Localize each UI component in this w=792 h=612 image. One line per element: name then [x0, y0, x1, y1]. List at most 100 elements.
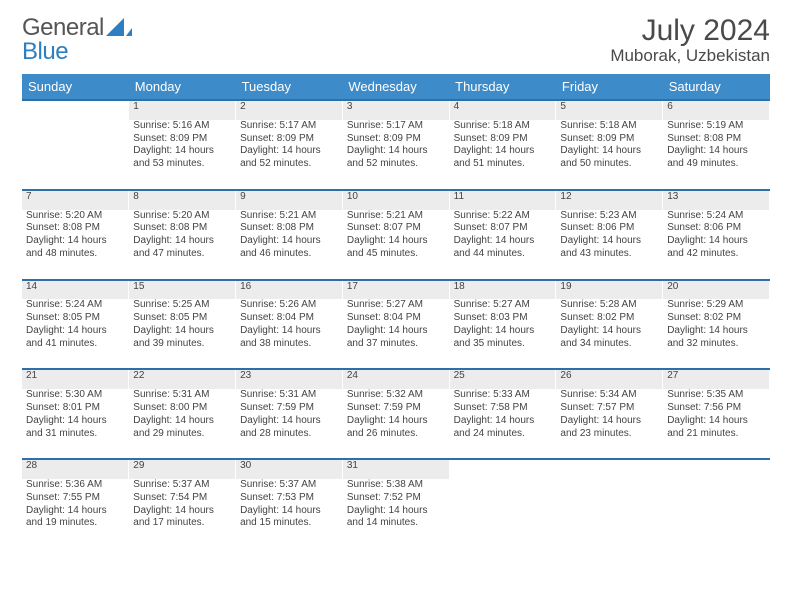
- daylight-line1: Daylight: 14 hours: [454, 415, 552, 428]
- day-number: 11: [449, 190, 556, 210]
- daylight-line2: and 45 minutes.: [347, 248, 445, 261]
- empty-cell: [22, 100, 129, 120]
- sunset: Sunset: 8:02 PM: [667, 312, 765, 325]
- daylight-line2: and 31 minutes.: [26, 428, 124, 441]
- day-details: Sunrise: 5:23 AMSunset: 8:06 PMDaylight:…: [556, 210, 663, 280]
- daylight-line1: Daylight: 14 hours: [560, 145, 658, 158]
- sunset: Sunset: 7:55 PM: [26, 492, 124, 505]
- day-details: Sunrise: 5:16 AMSunset: 8:09 PMDaylight:…: [129, 120, 236, 190]
- sunset: Sunset: 8:02 PM: [560, 312, 658, 325]
- sunset: Sunset: 8:09 PM: [347, 133, 445, 146]
- daylight-line1: Daylight: 14 hours: [347, 505, 445, 518]
- weekday-wednesday: Wednesday: [342, 74, 449, 100]
- day-number: 4: [449, 100, 556, 120]
- daylight-line2: and 51 minutes.: [454, 158, 552, 171]
- daylight-line2: and 41 minutes.: [26, 338, 124, 351]
- day-number: 19: [556, 280, 663, 300]
- sunset: Sunset: 8:07 PM: [347, 222, 445, 235]
- daylight-line2: and 21 minutes.: [667, 428, 765, 441]
- empty-cell: [556, 459, 663, 479]
- daylight-line1: Daylight: 14 hours: [454, 325, 552, 338]
- daylight-line1: Daylight: 14 hours: [667, 145, 765, 158]
- sunset: Sunset: 8:07 PM: [454, 222, 552, 235]
- day-details: Sunrise: 5:31 AMSunset: 8:00 PMDaylight:…: [129, 389, 236, 459]
- daylight-line1: Daylight: 14 hours: [240, 145, 338, 158]
- day-number: 13: [663, 190, 770, 210]
- day-number: 10: [342, 190, 449, 210]
- daylight-line1: Daylight: 14 hours: [240, 415, 338, 428]
- sunset: Sunset: 7:52 PM: [347, 492, 445, 505]
- day-number: 30: [236, 459, 343, 479]
- day-details: Sunrise: 5:25 AMSunset: 8:05 PMDaylight:…: [129, 299, 236, 369]
- day-number: 20: [663, 280, 770, 300]
- sunrise: Sunrise: 5:30 AM: [26, 389, 124, 402]
- day-details: Sunrise: 5:33 AMSunset: 7:58 PMDaylight:…: [449, 389, 556, 459]
- daylight-line1: Daylight: 14 hours: [240, 235, 338, 248]
- weekday-friday: Friday: [556, 74, 663, 100]
- sunrise: Sunrise: 5:20 AM: [133, 210, 231, 223]
- daylight-line2: and 17 minutes.: [133, 517, 231, 530]
- day-number: 16: [236, 280, 343, 300]
- daylight-line2: and 37 minutes.: [347, 338, 445, 351]
- day-number: 1: [129, 100, 236, 120]
- day-details: Sunrise: 5:37 AMSunset: 7:54 PMDaylight:…: [129, 479, 236, 549]
- daylight-line2: and 29 minutes.: [133, 428, 231, 441]
- day-number: 9: [236, 190, 343, 210]
- empty-cell: [449, 479, 556, 549]
- sunset: Sunset: 7:56 PM: [667, 402, 765, 415]
- sunrise: Sunrise: 5:19 AM: [667, 120, 765, 133]
- sunset: Sunset: 8:05 PM: [133, 312, 231, 325]
- sunrise: Sunrise: 5:20 AM: [26, 210, 124, 223]
- daylight-line2: and 24 minutes.: [454, 428, 552, 441]
- sunrise: Sunrise: 5:28 AM: [560, 299, 658, 312]
- day-details: Sunrise: 5:20 AMSunset: 8:08 PMDaylight:…: [129, 210, 236, 280]
- sail-icon: [106, 18, 132, 38]
- weekday-monday: Monday: [129, 74, 236, 100]
- weekday-thursday: Thursday: [449, 74, 556, 100]
- daylight-line1: Daylight: 14 hours: [347, 145, 445, 158]
- sunset: Sunset: 7:59 PM: [240, 402, 338, 415]
- daylight-line2: and 39 minutes.: [133, 338, 231, 351]
- empty-cell: [22, 120, 129, 190]
- daylight-line1: Daylight: 14 hours: [667, 235, 765, 248]
- sunset: Sunset: 7:59 PM: [347, 402, 445, 415]
- brand-part2: Blue: [22, 38, 68, 66]
- day-number: 29: [129, 459, 236, 479]
- sunrise: Sunrise: 5:34 AM: [560, 389, 658, 402]
- sunset: Sunset: 8:04 PM: [347, 312, 445, 325]
- daylight-line1: Daylight: 14 hours: [133, 235, 231, 248]
- weekday-header: SundayMondayTuesdayWednesdayThursdayFrid…: [22, 74, 770, 100]
- day-details: Sunrise: 5:31 AMSunset: 7:59 PMDaylight:…: [236, 389, 343, 459]
- daylight-line1: Daylight: 14 hours: [454, 145, 552, 158]
- day-details: Sunrise: 5:19 AMSunset: 8:08 PMDaylight:…: [663, 120, 770, 190]
- month-title: July 2024: [610, 14, 770, 48]
- daylight-line2: and 42 minutes.: [667, 248, 765, 261]
- location: Muborak, Uzbekistan: [610, 46, 770, 66]
- day-number: 18: [449, 280, 556, 300]
- day-details: Sunrise: 5:18 AMSunset: 8:09 PMDaylight:…: [449, 120, 556, 190]
- daylight-line2: and 38 minutes.: [240, 338, 338, 351]
- title-block: July 2024 Muborak, Uzbekistan: [610, 14, 770, 66]
- daylight-line2: and 43 minutes.: [560, 248, 658, 261]
- daylight-line2: and 14 minutes.: [347, 517, 445, 530]
- sunrise: Sunrise: 5:17 AM: [347, 120, 445, 133]
- sunrise: Sunrise: 5:35 AM: [667, 389, 765, 402]
- sunrise: Sunrise: 5:23 AM: [560, 210, 658, 223]
- daylight-line2: and 46 minutes.: [240, 248, 338, 261]
- sunrise: Sunrise: 5:21 AM: [240, 210, 338, 223]
- day-number: 21: [22, 369, 129, 389]
- daylight-line1: Daylight: 14 hours: [26, 325, 124, 338]
- sunset: Sunset: 8:09 PM: [454, 133, 552, 146]
- sunset: Sunset: 8:04 PM: [240, 312, 338, 325]
- sunrise: Sunrise: 5:33 AM: [454, 389, 552, 402]
- day-details: Sunrise: 5:32 AMSunset: 7:59 PMDaylight:…: [342, 389, 449, 459]
- day-details: Sunrise: 5:30 AMSunset: 8:01 PMDaylight:…: [22, 389, 129, 459]
- sunset: Sunset: 8:01 PM: [26, 402, 124, 415]
- empty-cell: [663, 479, 770, 549]
- day-details: Sunrise: 5:27 AMSunset: 8:03 PMDaylight:…: [449, 299, 556, 369]
- calendar-table: SundayMondayTuesdayWednesdayThursdayFrid…: [22, 74, 770, 549]
- sunrise: Sunrise: 5:27 AM: [454, 299, 552, 312]
- daylight-line2: and 52 minutes.: [240, 158, 338, 171]
- day-details: Sunrise: 5:21 AMSunset: 8:08 PMDaylight:…: [236, 210, 343, 280]
- daylight-line2: and 26 minutes.: [347, 428, 445, 441]
